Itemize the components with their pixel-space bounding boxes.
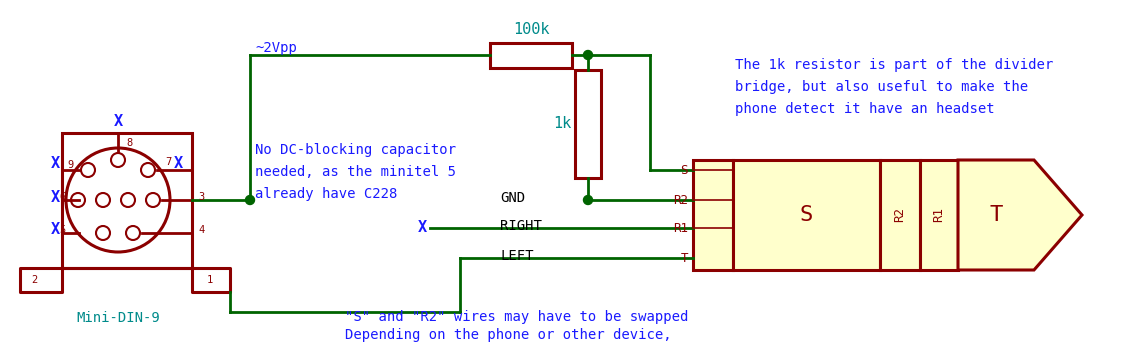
Text: 8: 8	[126, 138, 132, 148]
Text: S: S	[681, 164, 687, 176]
Polygon shape	[958, 160, 1081, 270]
Text: 2: 2	[31, 275, 38, 285]
Bar	[490, 42, 572, 68]
Text: R1: R1	[673, 221, 687, 235]
Text: Mini-DIN-9: Mini-DIN-9	[77, 311, 160, 325]
Bar	[62, 133, 192, 268]
Text: ~2Vpp: ~2Vpp	[255, 41, 297, 55]
Text: R1: R1	[933, 207, 946, 222]
Circle shape	[246, 196, 255, 205]
Text: 3: 3	[198, 192, 204, 202]
Text: LEFT: LEFT	[500, 249, 533, 263]
Text: needed, as the minitel 5: needed, as the minitel 5	[255, 165, 456, 179]
Text: "S" and "R2" wires may have to be swapped: "S" and "R2" wires may have to be swappe…	[345, 310, 689, 324]
Text: Depending on the phone or other device,: Depending on the phone or other device,	[345, 328, 671, 342]
Text: T: T	[681, 252, 687, 264]
Text: X: X	[50, 190, 59, 205]
Text: 1: 1	[207, 275, 214, 285]
Text: 1k: 1k	[553, 117, 571, 132]
Text: 5: 5	[59, 225, 66, 235]
Circle shape	[584, 196, 593, 205]
Circle shape	[584, 50, 593, 60]
Text: phone detect it have an headset: phone detect it have an headset	[735, 102, 995, 116]
Text: 7: 7	[164, 157, 171, 167]
Text: X: X	[50, 156, 59, 171]
Text: No DC-blocking capacitor: No DC-blocking capacitor	[255, 143, 456, 157]
Text: 100k: 100k	[513, 23, 549, 38]
Text: The 1k resistor is part of the divider: The 1k resistor is part of the divider	[735, 58, 1053, 72]
Bar	[693, 160, 733, 270]
Text: R2: R2	[673, 193, 687, 206]
Text: 4: 4	[198, 225, 204, 235]
Text: bridge, but also useful to make the: bridge, but also useful to make the	[735, 80, 1028, 94]
Text: R2: R2	[893, 207, 907, 222]
Text: X: X	[113, 114, 122, 129]
Text: X: X	[174, 156, 183, 171]
Text: 6: 6	[59, 192, 66, 202]
Text: X: X	[418, 221, 427, 236]
Text: GND: GND	[500, 191, 525, 205]
Text: T: T	[989, 205, 1003, 225]
Text: RIGHT: RIGHT	[500, 219, 541, 233]
Text: 9: 9	[67, 160, 74, 170]
Text: already have C228: already have C228	[255, 187, 397, 201]
Bar	[920, 160, 958, 270]
Text: S: S	[799, 205, 813, 225]
Text: X: X	[50, 222, 59, 237]
Bar	[880, 160, 920, 270]
Bar	[733, 160, 880, 270]
Bar	[576, 70, 601, 178]
